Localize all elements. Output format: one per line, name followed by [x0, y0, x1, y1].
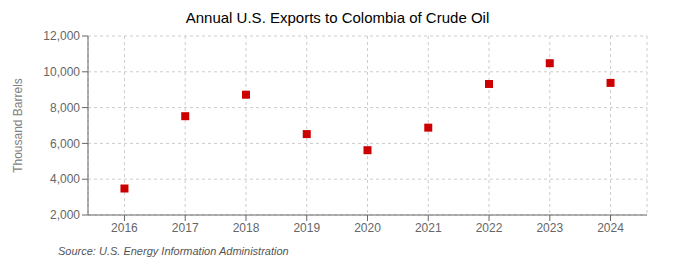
svg-text:4,000: 4,000	[50, 172, 80, 186]
svg-text:2018: 2018	[233, 221, 260, 235]
svg-text:12,000: 12,000	[43, 29, 80, 43]
svg-text:2022: 2022	[476, 221, 503, 235]
svg-text:Thousand Barrels: Thousand Barrels	[11, 78, 25, 173]
svg-text:10,000: 10,000	[43, 65, 80, 79]
html-text:Annual U.S. Exports to Colombi: Annual U.S. Exports to Colombia of Crude…	[185, 9, 490, 26]
svg-text:2016: 2016	[111, 221, 138, 235]
html-text:Source: U.S. Energy Informatio: Source: U.S. Energy Information Administ…	[58, 245, 289, 257]
svg-text:2017: 2017	[172, 221, 199, 235]
svg-text:2,000: 2,000	[50, 208, 80, 222]
svg-text:2024: 2024	[597, 221, 624, 235]
svg-text:2020: 2020	[354, 221, 381, 235]
svg-text:6,000: 6,000	[50, 137, 80, 151]
svg-text:2021: 2021	[415, 221, 442, 235]
svg-text:2019: 2019	[293, 221, 320, 235]
svg-text:8,000: 8,000	[50, 101, 80, 115]
svg-text:2023: 2023	[536, 221, 563, 235]
